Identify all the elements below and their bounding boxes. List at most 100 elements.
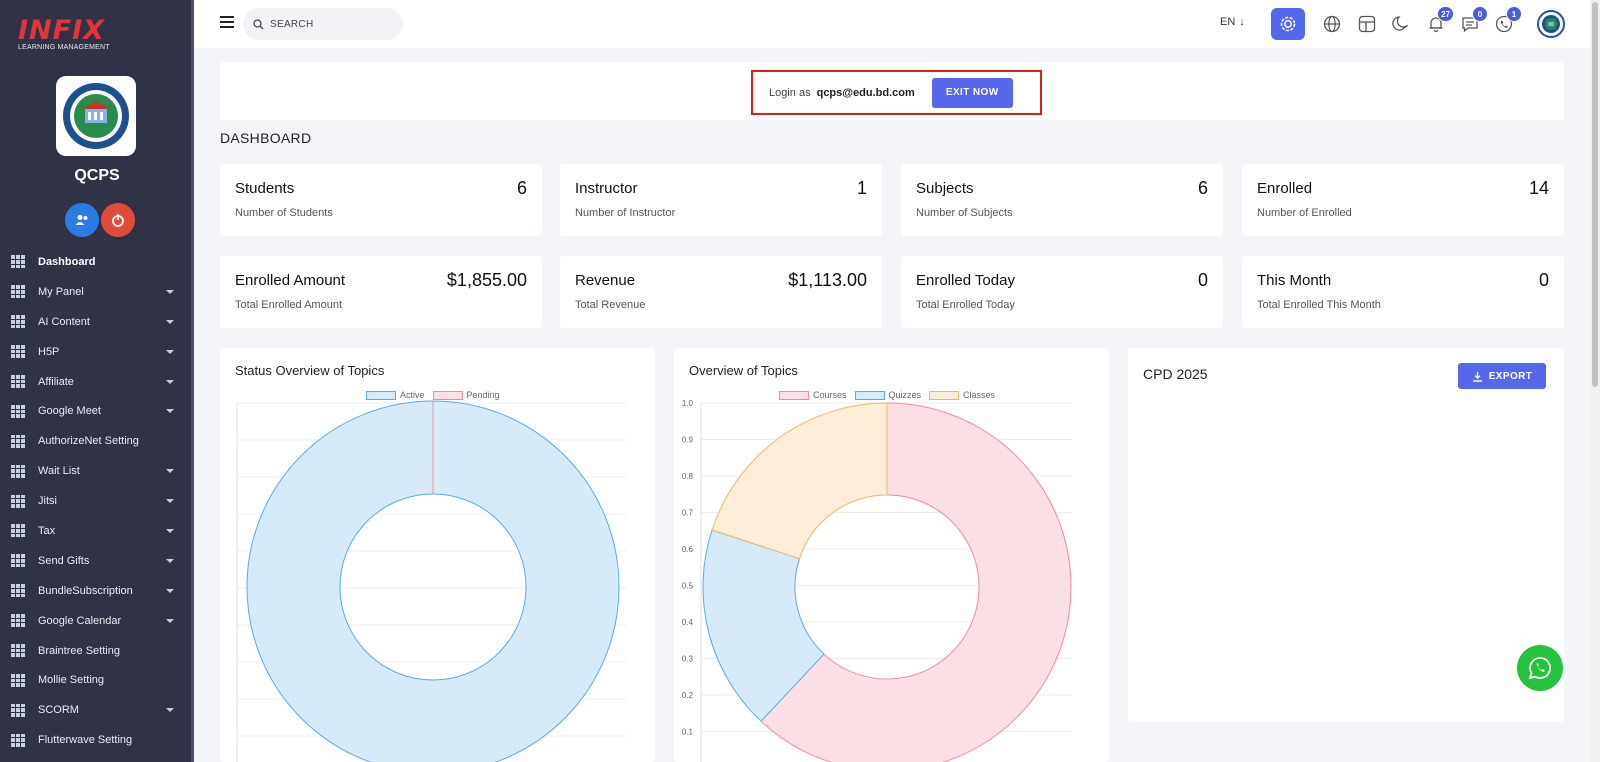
grid-icon	[11, 345, 25, 359]
users-icon	[75, 215, 88, 225]
caret-down-icon	[166, 499, 174, 504]
legend-swatch	[779, 390, 809, 400]
y-tick-label: 0.5	[682, 582, 694, 591]
sidebar-item-mollie-setting[interactable]: Mollie Setting	[0, 665, 194, 695]
sidebar-item-my-panel[interactable]: My Panel	[0, 277, 194, 307]
calls-button[interactable]: 1	[1490, 6, 1522, 38]
sidebar-item-ai-content[interactable]: AI Content	[0, 307, 194, 337]
notifications-button[interactable]: 27	[1422, 6, 1454, 38]
power-icon	[112, 214, 124, 227]
legend-item-pending[interactable]: Pending	[432, 390, 500, 400]
avatar[interactable]	[1537, 10, 1565, 38]
grid-icon	[11, 285, 25, 299]
caret-down-icon	[166, 618, 174, 623]
sidebar-item-scorm[interactable]: SCORM	[0, 695, 194, 725]
sidebar-item-google-calendar[interactable]: Google Calendar	[0, 606, 194, 636]
caret-down-icon	[166, 469, 174, 474]
stat-value: 0	[1197, 270, 1208, 290]
sidebar-item-google-meet[interactable]: Google Meet	[0, 396, 194, 426]
slice-classes[interactable]	[711, 402, 888, 560]
y-tick-label: 0.9	[682, 436, 694, 445]
status-doughnut-chart	[236, 400, 627, 762]
sidebar-item-authorizenet-setting[interactable]: AuthorizeNet Setting	[0, 426, 194, 456]
grid-icon	[11, 375, 25, 388]
caret-down-icon	[166, 409, 174, 414]
settings-button[interactable]	[1271, 8, 1305, 40]
sidebar-item-braintree-setting[interactable]: Braintree Setting	[0, 636, 194, 666]
legend-item-courses[interactable]: Courses	[779, 390, 847, 400]
grid-icon	[11, 404, 25, 418]
sidebar-item-bundlesubscription[interactable]: BundleSubscription	[0, 576, 194, 606]
sidebar-item-affiliate[interactable]: Affiliate	[0, 367, 194, 397]
search-input[interactable]	[270, 18, 390, 30]
grid-icon	[11, 644, 25, 658]
sidebar-item-label: Dashboard	[38, 255, 96, 268]
messages-button[interactable]: 0	[1456, 6, 1488, 38]
sidebar-item-dashboard[interactable]: Dashboard	[0, 247, 194, 277]
whatsapp-chat-button[interactable]	[1517, 645, 1563, 691]
status-overview-panel: Status Overview of Topics Active Pending	[220, 348, 655, 762]
whatsapp-icon	[1528, 657, 1551, 680]
stat-title: Subjects	[916, 180, 974, 197]
scrollbar-thumb[interactable]	[1592, 2, 1598, 387]
website-button[interactable]	[1318, 10, 1346, 38]
stat-card-enrolled: Enrolled 14 Number of Enrolled	[1242, 164, 1564, 236]
legend-item-active[interactable]: Active	[366, 390, 425, 400]
slice-quizzes[interactable]	[702, 529, 825, 722]
sidebar-item-label: AuthorizeNet Setting	[38, 435, 139, 448]
sidebar-item-label: AI Content	[38, 315, 90, 328]
stat-value: 1	[856, 178, 867, 198]
stat-title: Students	[235, 180, 295, 197]
stat-subtitle: Number of Enrolled	[1257, 207, 1352, 219]
download-icon	[1472, 371, 1482, 382]
stat-card-revenue: Revenue $1,113.00 Total Revenue	[560, 256, 882, 328]
sidebar-item-label: Tax	[38, 524, 56, 537]
users-button[interactable]	[65, 203, 99, 237]
sidebar-item-label: Flutterwave Setting	[38, 734, 133, 747]
sidebar-item-label: H5P	[38, 345, 60, 358]
topics-overview-panel: Overview of Topics Courses Quizzes Class…	[674, 348, 1109, 762]
dark-mode-toggle[interactable]	[1387, 10, 1415, 38]
search-box[interactable]	[243, 8, 403, 40]
sidebar-item-h5p[interactable]: H5P	[0, 337, 194, 367]
caret-down-icon	[166, 529, 174, 534]
y-tick-label: 0.6	[682, 545, 694, 554]
layout-button[interactable]	[1353, 10, 1381, 38]
page-scrollbar[interactable]	[1590, 0, 1600, 762]
menu-toggle-icon[interactable]	[220, 16, 234, 28]
caret-down-icon	[166, 349, 174, 354]
stat-card-enrolled-amount: Enrolled Amount $1,855.00 Total Enrolled…	[220, 256, 542, 328]
legend-item-quizzes[interactable]: Quizzes	[854, 390, 921, 400]
power-button[interactable]	[101, 203, 135, 237]
language-selector[interactable]: EN ↓	[1220, 16, 1245, 28]
cpd-panel: CPD 2025 EXPORT	[1128, 348, 1564, 722]
sidebar-item-label: My Panel	[38, 285, 84, 298]
stat-value: 14	[1528, 178, 1549, 198]
sidebar-item-flutterwave-setting[interactable]: Flutterwave Setting	[0, 725, 194, 755]
grid-icon	[11, 315, 25, 329]
export-button[interactable]: EXPORT	[1458, 363, 1546, 389]
sidebar-item-tax[interactable]: Tax	[0, 516, 194, 546]
avatar-seal-icon	[1542, 15, 1560, 33]
brand-logo[interactable]: INFIX LEARNING MANAGEMENT	[18, 16, 118, 60]
sidebar-item-send-gifts[interactable]: Send Gifts	[0, 546, 194, 576]
grid-icon	[11, 614, 25, 628]
login-as-email: qcps@edu.bd.com	[816, 86, 915, 99]
slice-courses[interactable]	[760, 402, 1072, 762]
stat-subtitle: Number of Instructor	[575, 207, 676, 219]
sidebar-item-wait-list[interactable]: Wait List	[0, 456, 194, 486]
stat-value: 6	[516, 178, 527, 198]
slice-active[interactable]	[246, 400, 620, 762]
legend-item-classes[interactable]: Classes	[929, 390, 995, 400]
bell-icon	[1429, 17, 1443, 33]
y-tick-label: 0.8	[682, 472, 694, 481]
panel-title: Overview of Topics	[689, 363, 798, 378]
stat-title: Enrolled	[1257, 180, 1313, 197]
sidebar-item-jitsi[interactable]: Jitsi	[0, 486, 194, 516]
login-as-label: Login as	[769, 86, 811, 99]
stat-title: Enrolled Today	[916, 272, 1015, 289]
sidebar-item-label: Send Gifts	[38, 554, 90, 567]
stat-subtitle: Number of Subjects	[916, 207, 1013, 219]
sidebar-item-label: SCORM	[38, 704, 79, 717]
exit-now-button[interactable]: EXIT NOW	[931, 77, 1013, 108]
